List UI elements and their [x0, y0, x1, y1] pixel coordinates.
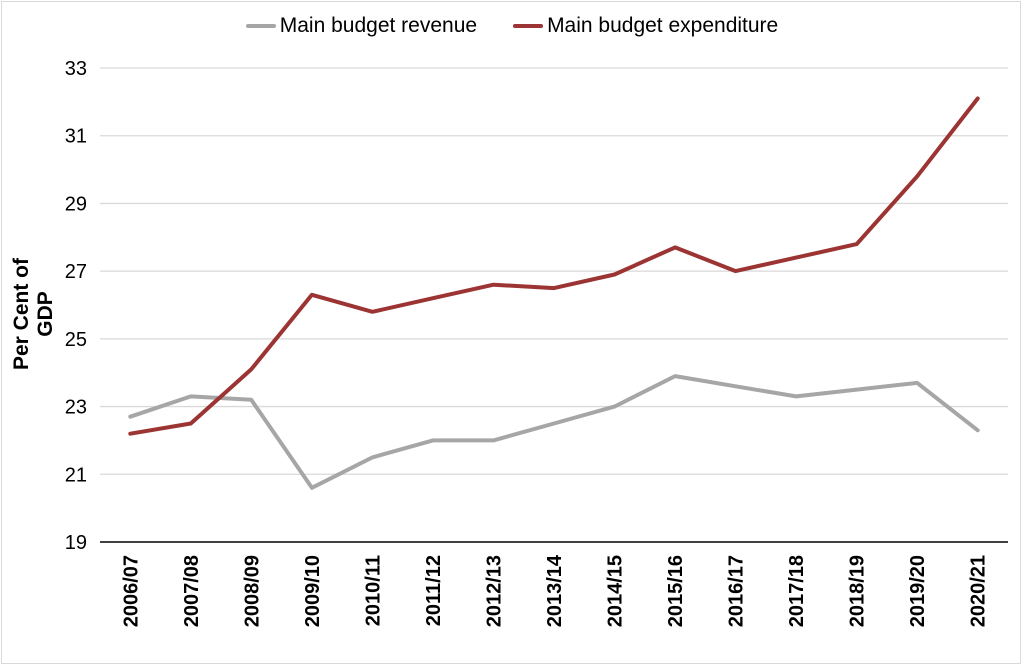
legend-label-expenditure: Main budget expenditure: [547, 14, 779, 37]
x-tick-label: 2009/10: [302, 555, 324, 627]
y-tick-label: 29: [65, 193, 87, 215]
x-tick-label: 2018/19: [847, 555, 869, 627]
legend-label-revenue: Main budget revenue: [279, 14, 478, 37]
y-tick-label: 27: [65, 261, 87, 283]
x-tick-label: 2006/07: [120, 555, 142, 627]
series-line-revenue: [128, 374, 980, 490]
x-tick-label: 2010/11: [362, 555, 384, 626]
x-tick-label: 2016/17: [726, 555, 748, 627]
x-tick-label: 2008/09: [241, 555, 263, 627]
x-tick-label: 2013/14: [544, 554, 566, 627]
x-tick-label: 2019/20: [907, 555, 929, 627]
x-tick-label: 2012/13: [483, 555, 505, 627]
x-tick-label: 2011/12: [423, 555, 445, 626]
y-tick-label: 33: [65, 58, 87, 80]
series-line-expenditure: [128, 96, 980, 436]
x-tick-label: 2007/08: [181, 555, 203, 627]
y-tick-label: 25: [65, 329, 87, 351]
y-tick-label: 21: [65, 464, 87, 486]
legend: Main budget revenue Main budget expendit…: [0, 14, 1024, 38]
legend-item-revenue[interactable]: Main budget revenue: [245, 14, 478, 38]
legend-item-expenditure[interactable]: Main budget expenditure: [513, 14, 778, 38]
y-tick-label: 19: [65, 532, 87, 554]
legend-swatch-expenditure: [513, 24, 544, 28]
y-tick-label: 23: [65, 397, 87, 419]
x-tick-label: 2014/15: [605, 555, 627, 627]
x-tick-label: 2017/18: [786, 555, 808, 627]
x-tick-label: 2020/21: [968, 555, 990, 627]
legend-swatch-revenue: [245, 24, 276, 28]
y-tick-label: 31: [65, 126, 87, 148]
x-tick-label: 2015/16: [665, 555, 687, 627]
